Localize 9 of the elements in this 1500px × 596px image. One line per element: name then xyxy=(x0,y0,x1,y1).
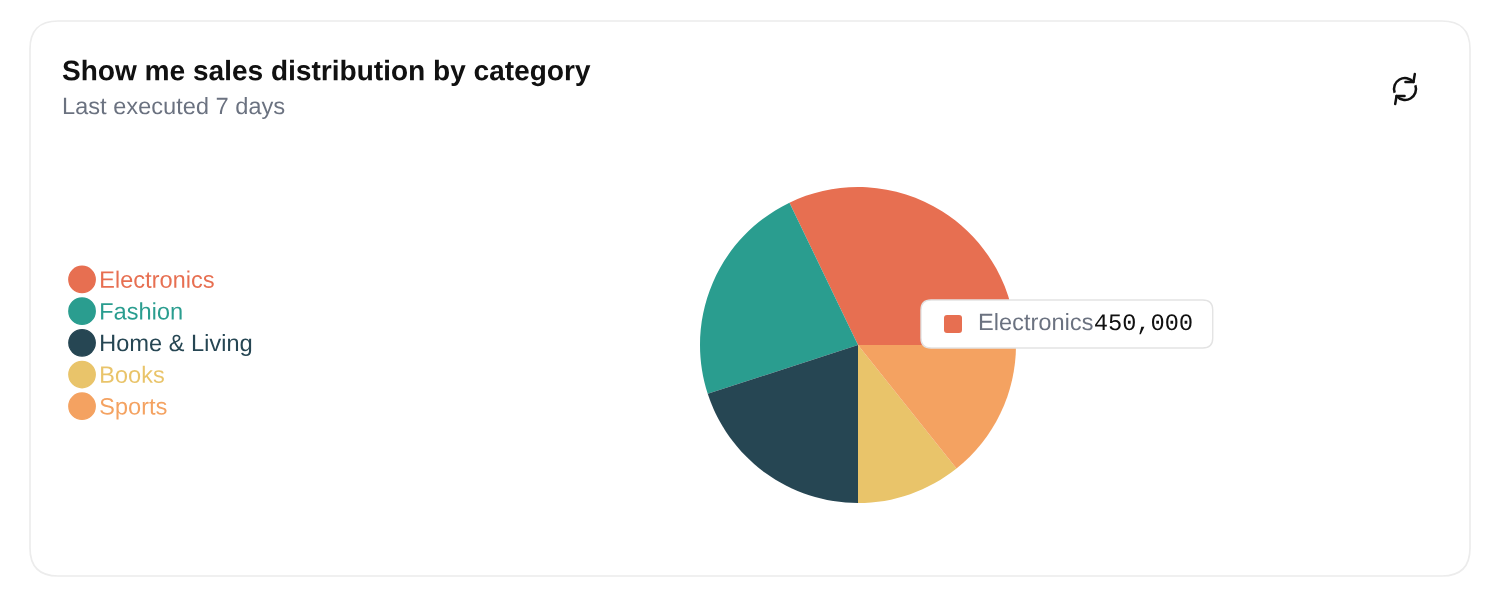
chart-subtitle: Last executed 7 days xyxy=(63,97,285,120)
chart-title: Show me sales distribution by category xyxy=(62,59,591,87)
category-label: Electronics xyxy=(101,270,214,288)
data-label: 450,000 xyxy=(1095,314,1192,335)
legend-label: Home & Living xyxy=(101,334,252,357)
legend-label: Fashion xyxy=(101,302,182,320)
legend-label: Books xyxy=(101,365,164,384)
legend-label: Electronics xyxy=(979,312,1093,331)
legend-label: Sports xyxy=(100,398,167,420)
